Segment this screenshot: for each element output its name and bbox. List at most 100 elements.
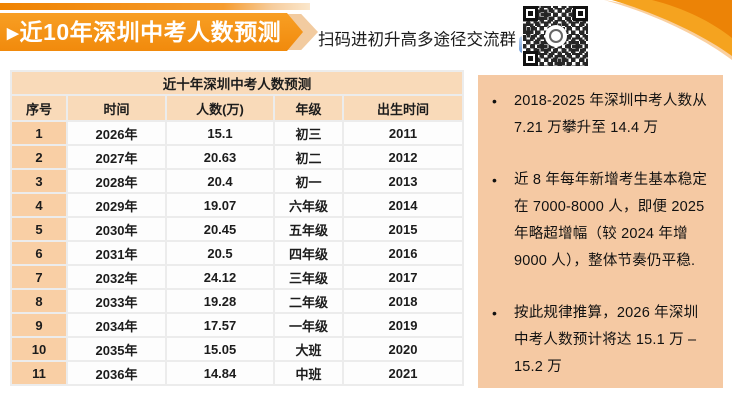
cell-grade: 初一 — [273, 168, 344, 194]
table-row: 7 2032年 24.12 三年级 2017 — [10, 264, 465, 290]
cell-birth-year: 2021 — [341, 360, 465, 386]
cell-grade: 六年级 — [273, 192, 344, 218]
table-row: 8 2033年 19.28 二年级 2018 — [10, 288, 465, 314]
qr-finder-top-right — [573, 6, 588, 21]
wechat-qr-code-icon — [522, 5, 589, 67]
column-header: 年级 — [273, 94, 344, 122]
table-row: 10 2035年 15.05 大班 2020 — [10, 336, 465, 362]
qr-center-logo — [544, 25, 567, 47]
cell-year: 2032年 — [66, 264, 167, 290]
note-text: 2018-2025 年深圳中考人数从 7.21 万攀升至 14.4 万 — [514, 93, 707, 136]
table-row: 3 2028年 20.4 初一 2013 — [10, 168, 465, 194]
table-header-row: 序号 时间 人数(万) 年级 出生时间 — [10, 94, 465, 122]
cell-grade: 二年级 — [273, 288, 344, 314]
cell-count: 19.07 — [165, 192, 275, 218]
play-icon: ▶ — [7, 25, 19, 42]
bullet-marker: • — [492, 93, 497, 109]
cell-seq: 10 — [10, 336, 68, 362]
cell-count: 14.84 — [165, 360, 275, 386]
cell-count: 17.57 — [165, 312, 275, 338]
table-title-row: 近十年深圳中考人数预测 — [9, 70, 465, 96]
cell-year: 2028年 — [66, 168, 167, 194]
cell-birth-year: 2019 — [341, 312, 465, 338]
scan-text: 扫码进初升高多途径交流群 — [318, 30, 516, 49]
cell-birth-year: 2014 — [341, 192, 465, 218]
cell-grade: 初二 — [273, 144, 344, 170]
table-row: 5 2030年 20.45 五年级 2015 — [10, 216, 465, 242]
magnifier-icon — [548, 29, 563, 43]
cell-year: 2036年 — [66, 360, 167, 386]
cell-seq: 4 — [10, 192, 68, 218]
cell-year: 2035年 — [66, 336, 167, 362]
column-header: 出生时间 — [341, 94, 465, 122]
column-header: 时间 — [66, 94, 167, 122]
cell-count: 19.28 — [165, 288, 275, 314]
cell-birth-year: 2015 — [341, 216, 465, 242]
cell-birth-year: 2013 — [341, 168, 465, 194]
notes-panel: • 2018-2025 年深圳中考人数从 7.21 万攀升至 14.4 万 • … — [478, 75, 723, 388]
cell-seq: 7 — [10, 264, 68, 290]
cell-count: 20.5 — [165, 240, 275, 266]
bullet-marker: • — [492, 172, 497, 188]
cell-birth-year: 2012 — [341, 144, 465, 170]
cell-seq: 1 — [10, 120, 68, 146]
table-row: 1 2026年 15.1 初三 2011 — [10, 120, 465, 146]
cell-year: 2034年 — [66, 312, 167, 338]
notes-list: • 2018-2025 年深圳中考人数从 7.21 万攀升至 14.4 万 • … — [492, 88, 711, 381]
qr-finder-bottom-left — [523, 51, 538, 66]
cell-grade: 一年级 — [273, 312, 344, 338]
cell-grade: 五年级 — [273, 216, 344, 242]
qr-finder-top-left — [523, 6, 538, 21]
cell-birth-year: 2020 — [341, 336, 465, 362]
cell-count: 24.12 — [165, 264, 275, 290]
cell-seq: 3 — [10, 168, 68, 194]
cell-year: 2033年 — [66, 288, 167, 314]
note-item: • 2018-2025 年深圳中考人数从 7.21 万攀升至 14.4 万 — [492, 88, 711, 142]
cell-birth-year: 2011 — [341, 120, 465, 146]
top-accent-bar — [0, 3, 310, 10]
cell-grade: 三年级 — [273, 264, 344, 290]
table-title: 近十年深圳中考人数预测 — [9, 70, 465, 96]
cell-count: 20.63 — [165, 144, 275, 170]
cell-year: 2026年 — [66, 120, 167, 146]
cell-count: 20.45 — [165, 216, 275, 242]
banner-ribbon: ▶近10年深圳中考人数预测 — [0, 13, 303, 51]
note-text: 按此规律推算，2026 年深圳中考人数预计将达 15.1 万 – 15.2 万 — [514, 305, 699, 375]
note-item: • 按此规律推算，2026 年深圳中考人数预计将达 15.1 万 – 15.2 … — [492, 300, 711, 381]
table-row: 11 2036年 14.84 中班 2021 — [10, 360, 465, 386]
cell-grade: 中班 — [273, 360, 344, 386]
column-header: 人数(万) — [165, 94, 275, 122]
cell-year: 2031年 — [66, 240, 167, 266]
cell-birth-year: 2017 — [341, 264, 465, 290]
note-text: 近 8 年每年新增考生基本稳定在 7000-8000 人，即便 2025 年略超… — [514, 172, 708, 269]
table-row: 6 2031年 20.5 四年级 2016 — [10, 240, 465, 266]
scan-caption: 扫码进初升高多途径交流群→ — [318, 26, 536, 53]
cell-year: 2027年 — [66, 144, 167, 170]
cell-count: 20.4 — [165, 168, 275, 194]
cell-count: 15.1 — [165, 120, 275, 146]
cell-seq: 9 — [10, 312, 68, 338]
cell-seq: 11 — [10, 360, 68, 386]
column-header: 序号 — [10, 94, 68, 122]
cell-seq: 8 — [10, 288, 68, 314]
banner: ▶近10年深圳中考人数预测 — [0, 13, 320, 51]
cell-year: 2030年 — [66, 216, 167, 242]
table-row: 2 2027年 20.63 初二 2012 — [10, 144, 465, 170]
cell-birth-year: 2016 — [341, 240, 465, 266]
cell-grade: 初三 — [273, 120, 344, 146]
page-title: 近10年深圳中考人数预测 — [19, 19, 282, 45]
cell-seq: 2 — [10, 144, 68, 170]
cell-seq: 5 — [10, 216, 68, 242]
note-item: • 近 8 年每年新增考生基本稳定在 7000-8000 人，即便 2025 年… — [492, 167, 711, 275]
prediction-table: 近十年深圳中考人数预测 序号 时间 人数(万) 年级 出生时间 1 2026年 15.1… — [9, 70, 465, 386]
cell-birth-year: 2018 — [341, 288, 465, 314]
cell-seq: 6 — [10, 240, 68, 266]
cell-grade: 四年级 — [273, 240, 344, 266]
corner-swoosh-decoration — [604, 0, 732, 60]
cell-grade: 大班 — [273, 336, 344, 362]
cell-year: 2029年 — [66, 192, 167, 218]
table-row: 9 2034年 17.57 一年级 2019 — [10, 312, 465, 338]
bullet-marker: • — [492, 305, 497, 321]
table-row: 4 2029年 19.07 六年级 2014 — [10, 192, 465, 218]
